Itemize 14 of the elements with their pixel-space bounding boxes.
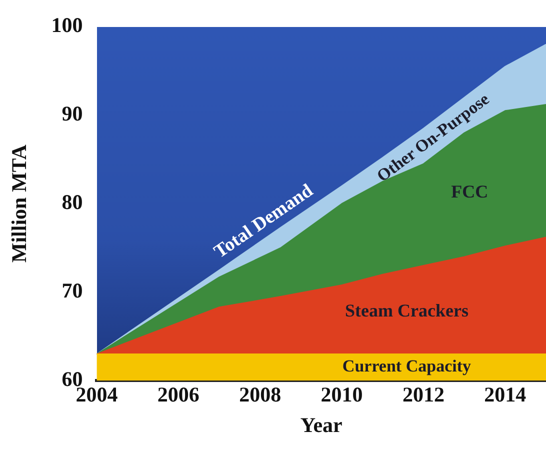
x-tick-label: 2012	[402, 382, 444, 407]
series-label: Current Capacity	[342, 356, 472, 376]
series-label: FCC	[451, 181, 488, 202]
y-tick-label: 70	[62, 278, 83, 303]
y-tick-label: 80	[62, 190, 83, 214]
x-tick-label: 2008	[239, 382, 282, 407]
x-tick-label: 2010	[320, 382, 363, 407]
y-tick-label: 90	[62, 102, 83, 126]
series-label: Steam Crackers	[344, 300, 468, 320]
y-tick-label: 100	[51, 13, 83, 38]
x-axis-title: Year	[300, 412, 342, 437]
y-axis-title: Million MTA	[7, 144, 32, 263]
x-tick-label: 2006	[157, 382, 200, 407]
x-tick-label: 2014	[484, 382, 527, 407]
